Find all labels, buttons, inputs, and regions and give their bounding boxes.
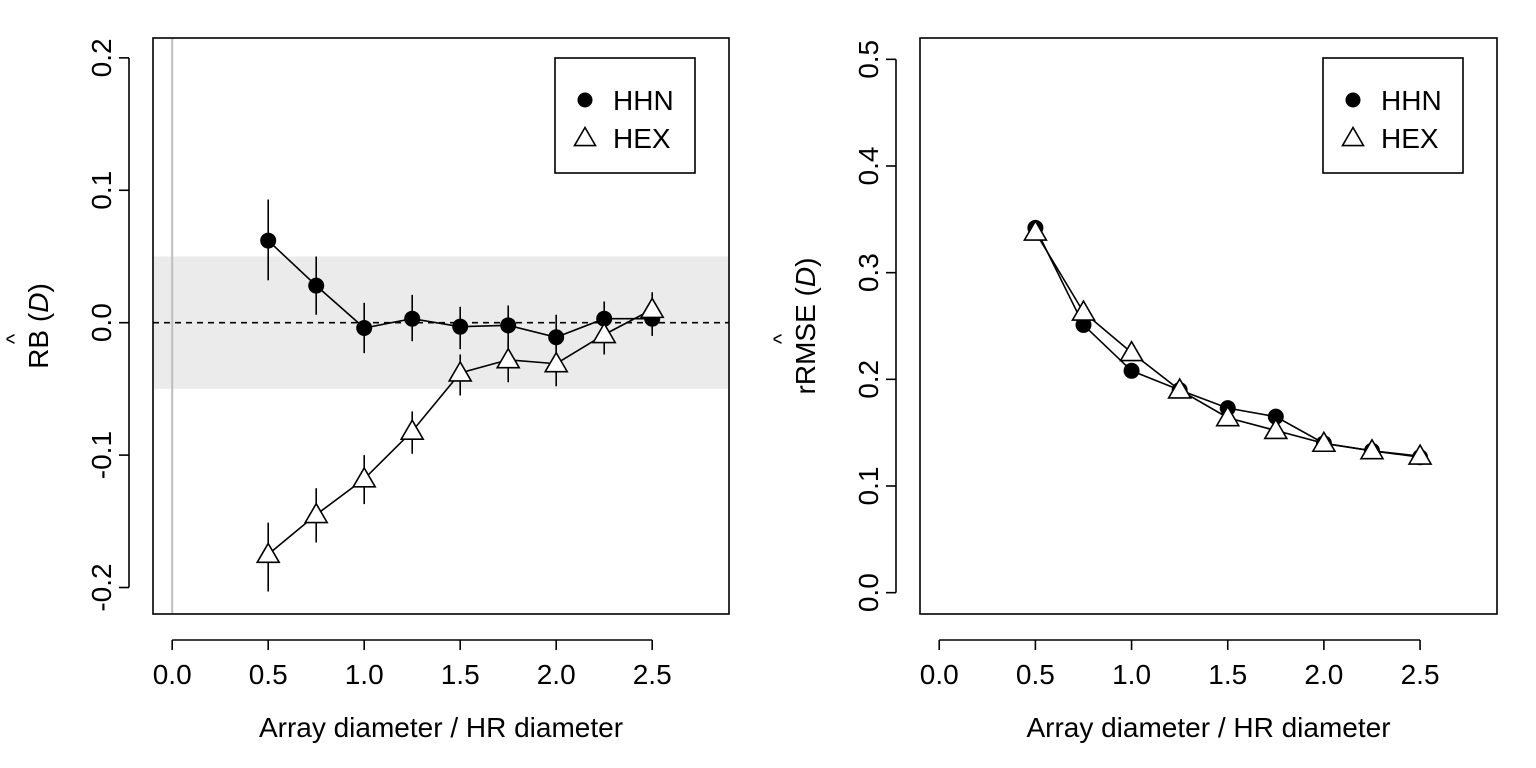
data-point xyxy=(1407,443,1433,465)
rb-panel: 0.0 0.5 1.0 1.5 2.0 2.5 Array diameter / HR di… xyxy=(2,37,730,743)
x-tick-label: 1.5 xyxy=(441,659,480,690)
x-tick-label: 2.0 xyxy=(1304,659,1343,690)
series-hhn xyxy=(260,199,661,360)
data-point xyxy=(543,351,569,373)
data-point xyxy=(356,319,373,336)
x-tick-label: 1.0 xyxy=(1112,659,1151,690)
data-point xyxy=(399,418,425,440)
y-axis-label: RB (D) xyxy=(23,283,54,369)
series-hex xyxy=(1023,219,1433,465)
x-tick-label: 0.0 xyxy=(153,659,192,690)
x-tick-label: 1.0 xyxy=(345,659,384,690)
x-tick-label: 2.0 xyxy=(537,659,576,690)
x-tick-label: 1.5 xyxy=(1208,659,1247,690)
data-point xyxy=(308,277,325,294)
data-point xyxy=(495,347,521,369)
y-tick-label: -0.2 xyxy=(86,563,117,611)
data-point xyxy=(260,232,277,249)
data-point xyxy=(1071,299,1096,321)
legend-box xyxy=(554,57,696,174)
data-point xyxy=(1167,377,1193,399)
data-point xyxy=(1311,430,1337,453)
legend-label: HHN xyxy=(1381,85,1442,116)
data-point xyxy=(639,296,665,319)
y-axis-label-symbol: D xyxy=(23,293,54,313)
y-axis-label-symbol: D xyxy=(790,267,821,287)
data-point xyxy=(404,310,421,327)
data-point xyxy=(351,466,377,488)
y-axis-label-paren: ) xyxy=(23,283,54,292)
data-point xyxy=(447,360,473,382)
x-tick-label: 0.5 xyxy=(249,659,288,690)
data-point xyxy=(548,329,565,346)
data-point xyxy=(1263,417,1289,440)
data-point xyxy=(591,322,617,344)
y-axis-label-hat: ^ xyxy=(769,333,794,344)
plot-frame xyxy=(152,37,730,615)
x-tick-label: 0.0 xyxy=(920,659,959,690)
data-point xyxy=(1119,340,1144,362)
data-point xyxy=(1267,408,1284,425)
y-tick-label: 0.2 xyxy=(853,360,884,399)
y-tick-label: 0.1 xyxy=(86,171,117,210)
data-point xyxy=(500,317,517,334)
y-tick-label: 0.3 xyxy=(853,253,884,292)
x-axis-label: Array diameter / HR diameter xyxy=(259,712,623,743)
plot-frame xyxy=(919,37,1498,615)
legend-box xyxy=(1322,57,1464,174)
y-tick-label: 0.0 xyxy=(86,303,117,342)
y-axis-label-text: rRMSE xyxy=(790,304,821,394)
y-tick-label: 0.2 xyxy=(86,38,117,77)
x-tick-label: 2.5 xyxy=(633,659,672,690)
y-tick-label: 0.1 xyxy=(853,467,884,506)
data-point xyxy=(452,318,469,335)
x-tick-label: 2.5 xyxy=(1401,659,1440,690)
data-point xyxy=(1075,316,1092,333)
legend-label: HEX xyxy=(1381,123,1439,154)
data-point xyxy=(1123,362,1140,379)
y-tick-label: 0.0 xyxy=(853,573,884,612)
data-point xyxy=(303,502,329,524)
y-axis-label-paren: ( xyxy=(23,312,54,330)
y-axis-label-paren: ) xyxy=(790,258,821,267)
y-tick-label: 0.4 xyxy=(853,147,884,186)
legend-marker xyxy=(577,92,593,108)
series-hhn xyxy=(1027,219,1429,466)
legend-marker xyxy=(573,125,597,147)
legend-label: HHN xyxy=(613,85,674,116)
data-point xyxy=(1215,405,1241,427)
series-hex xyxy=(255,292,665,592)
y-axis-label-hat: ^ xyxy=(2,333,27,344)
y-axis-label-text: RB xyxy=(23,330,54,369)
legend-label: HEX xyxy=(613,123,671,154)
legend: HHN HEX xyxy=(554,57,696,174)
data-point xyxy=(1359,438,1385,460)
rrmse-panel: 0.0 0.5 1.0 1.5 2.0 2.5 Array diameter / HR di… xyxy=(769,37,1498,743)
legend: HHN HEX xyxy=(1322,57,1464,174)
y-axis-label: rRMSE (D) xyxy=(790,258,821,395)
data-point xyxy=(1023,219,1048,241)
x-axis-label: Array diameter / HR diameter xyxy=(1026,712,1390,743)
legend-marker xyxy=(1345,92,1361,108)
data-point xyxy=(255,541,281,564)
y-axis-label-paren: ( xyxy=(790,286,821,304)
y-tick-label: 0.5 xyxy=(853,40,884,79)
x-tick-label: 0.5 xyxy=(1016,659,1055,690)
legend-marker xyxy=(1341,125,1365,147)
y-tick-label: -0.1 xyxy=(86,431,117,479)
